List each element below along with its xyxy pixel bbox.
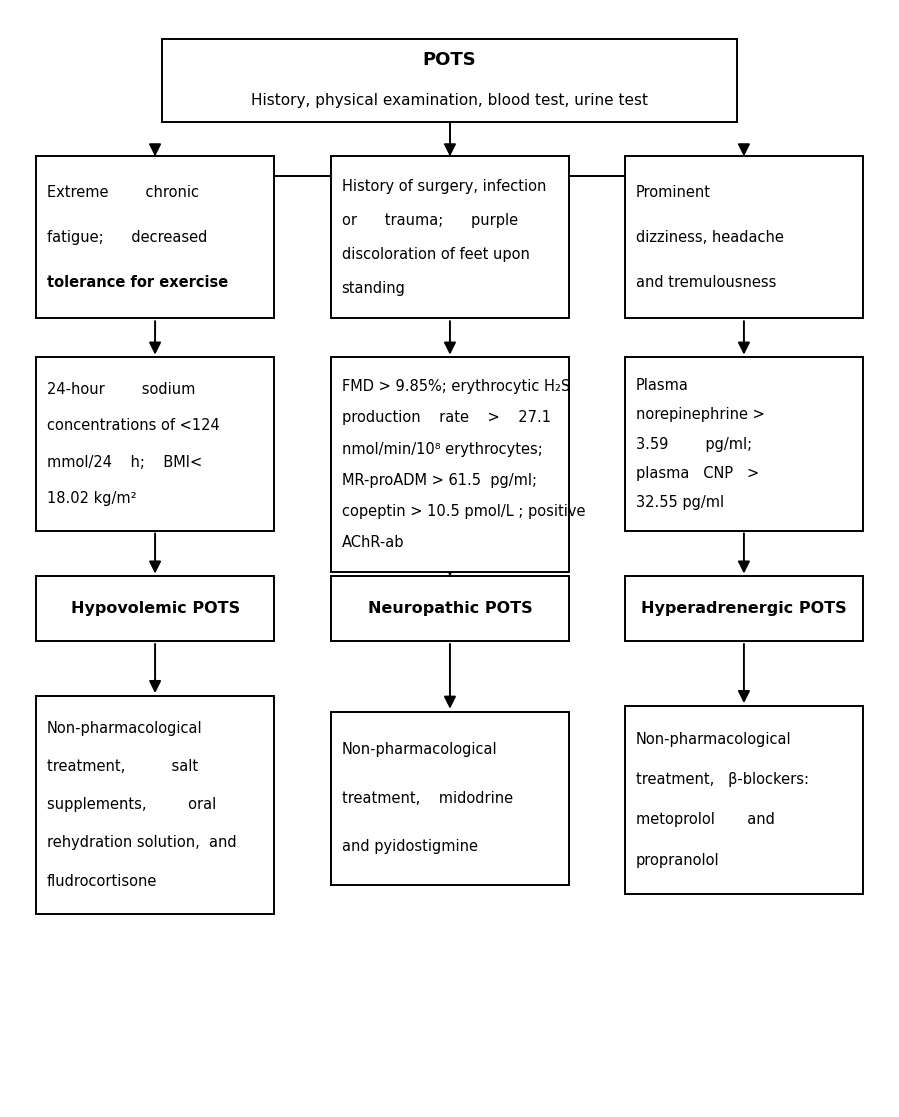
Text: or      trauma;      purple: or trauma; purple bbox=[342, 213, 518, 228]
Text: treatment,          salt: treatment, salt bbox=[47, 760, 198, 774]
Text: fatigue;      decreased: fatigue; decreased bbox=[47, 230, 207, 245]
Text: History of surgery, infection: History of surgery, infection bbox=[342, 179, 546, 194]
Text: Non-pharmacological: Non-pharmacological bbox=[342, 742, 497, 757]
Text: supplements,         oral: supplements, oral bbox=[47, 798, 216, 812]
Bar bbox=[625, 576, 863, 641]
Text: 32.55 pg/ml: 32.55 pg/ml bbox=[636, 495, 724, 510]
Text: fludrocortisone: fludrocortisone bbox=[47, 873, 157, 889]
Text: FMD > 9.85%; erythrocytic H₂S: FMD > 9.85%; erythrocytic H₂S bbox=[342, 379, 570, 394]
Text: standing: standing bbox=[342, 280, 405, 296]
Text: metoprolol       and: metoprolol and bbox=[636, 812, 774, 828]
Text: MR-proADM > 61.5  pg/ml;: MR-proADM > 61.5 pg/ml; bbox=[342, 472, 537, 488]
Text: History, physical examination, blood test, urine test: History, physical examination, blood tes… bbox=[251, 93, 648, 108]
Text: and tremulousness: and tremulousness bbox=[636, 275, 776, 290]
Bar bbox=[331, 576, 569, 641]
Text: AChR-ab: AChR-ab bbox=[342, 535, 405, 551]
Bar bbox=[36, 576, 274, 641]
Text: copeptin > 10.5 pmol/L ; positive: copeptin > 10.5 pmol/L ; positive bbox=[342, 504, 585, 519]
Text: production    rate    >    27.1: production rate > 27.1 bbox=[342, 410, 550, 426]
Text: Non-pharmacological: Non-pharmacological bbox=[47, 720, 202, 736]
Text: Neuropathic POTS: Neuropathic POTS bbox=[368, 601, 532, 617]
Text: dizziness, headache: dizziness, headache bbox=[636, 230, 783, 245]
Text: propranolol: propranolol bbox=[636, 852, 719, 868]
Text: Plasma: Plasma bbox=[636, 378, 689, 393]
Bar bbox=[625, 357, 863, 531]
Text: treatment,    midodrine: treatment, midodrine bbox=[342, 791, 512, 805]
Bar bbox=[36, 696, 274, 914]
Text: tolerance for exercise: tolerance for exercise bbox=[47, 275, 228, 290]
Bar bbox=[331, 357, 569, 572]
Text: POTS: POTS bbox=[423, 51, 476, 69]
Text: rehydration solution,  and: rehydration solution, and bbox=[47, 836, 236, 850]
Text: Extreme        chronic: Extreme chronic bbox=[47, 184, 199, 200]
Text: mmol/24    h;    BMI<: mmol/24 h; BMI< bbox=[47, 455, 202, 470]
Bar bbox=[36, 156, 274, 318]
Text: plasma   CNP   >: plasma CNP > bbox=[636, 466, 759, 480]
Bar bbox=[625, 706, 863, 894]
Text: Hypovolemic POTS: Hypovolemic POTS bbox=[70, 601, 240, 617]
Text: concentrations of <124: concentrations of <124 bbox=[47, 418, 219, 433]
Text: nmol/min/10⁸ erythrocytes;: nmol/min/10⁸ erythrocytes; bbox=[342, 441, 542, 457]
Bar bbox=[331, 712, 569, 885]
Bar bbox=[36, 357, 274, 531]
Text: 24-hour        sodium: 24-hour sodium bbox=[47, 382, 195, 397]
Text: Hyperadrenergic POTS: Hyperadrenergic POTS bbox=[641, 601, 847, 617]
Text: and pyidostigmine: and pyidostigmine bbox=[342, 839, 477, 855]
Text: 3.59        pg/ml;: 3.59 pg/ml; bbox=[636, 437, 752, 451]
Bar bbox=[331, 156, 569, 318]
Text: 18.02 kg/m²: 18.02 kg/m² bbox=[47, 491, 137, 506]
Text: Non-pharmacological: Non-pharmacological bbox=[636, 732, 791, 747]
Text: treatment,   β-blockers:: treatment, β-blockers: bbox=[636, 772, 808, 787]
Bar bbox=[162, 38, 737, 122]
Text: norepinephrine >: norepinephrine > bbox=[636, 408, 764, 422]
Text: Prominent: Prominent bbox=[636, 184, 710, 200]
Text: discoloration of feet upon: discoloration of feet upon bbox=[342, 247, 530, 261]
Bar bbox=[625, 156, 863, 318]
